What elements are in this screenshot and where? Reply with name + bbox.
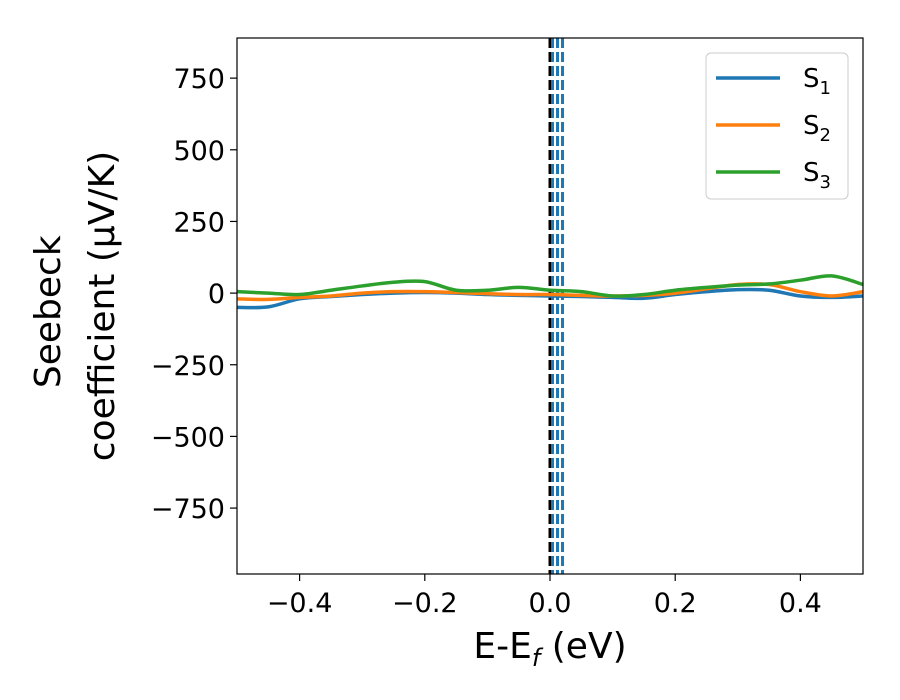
y-axis-ticks: 750 500 250 0 −250 −500 −750 [151, 64, 237, 525]
x-tick-label: 0.4 [779, 588, 822, 619]
x-axis-ticks: −0.4 −0.2 0.0 0.2 0.4 [267, 574, 822, 619]
series-lines [237, 274, 863, 310]
x-tick-label: −0.2 [392, 588, 458, 619]
legend-label-s3: S3 [803, 158, 831, 193]
y-axis-label-line-1: Seebeck [28, 235, 69, 388]
y-tick-label: 750 [173, 64, 225, 95]
series-line-s3 [237, 274, 863, 298]
y-tick-label: 500 [173, 136, 225, 167]
y-tick-label: −500 [151, 422, 225, 453]
legend: S1 S2 S3 [705, 52, 849, 200]
y-tick-label: −250 [151, 351, 225, 382]
y-tick-label: 0 [208, 279, 225, 310]
y-tick-label: 250 [173, 207, 225, 238]
y-tick-label: −750 [151, 494, 225, 525]
legend-label-s1: S1 [803, 64, 831, 99]
legend-label-s2: S2 [803, 111, 831, 146]
vertical-lines [548, 38, 565, 574]
x-tick-label: 0.0 [529, 588, 572, 619]
y-axis-label-line-2: coefficient (μV/K) [82, 151, 123, 461]
y-axis-label: Seebeck coefficient (μV/K) [28, 151, 123, 461]
x-tick-label: −0.4 [267, 588, 333, 619]
x-tick-label: 0.2 [654, 588, 697, 619]
x-axis-label: E-Ef (eV) [473, 626, 626, 672]
